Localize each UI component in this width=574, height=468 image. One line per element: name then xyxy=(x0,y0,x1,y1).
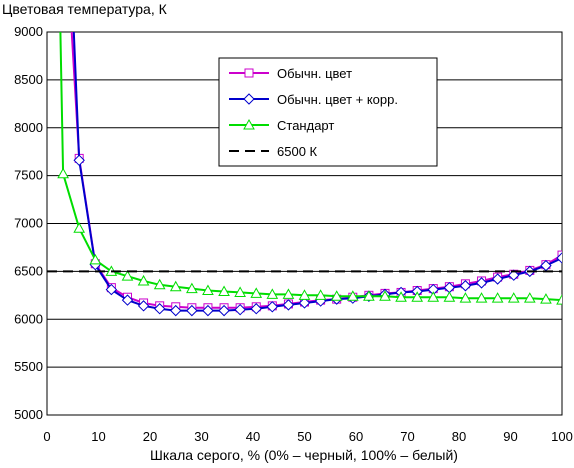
data-point xyxy=(202,304,214,317)
x-tick-label: 30 xyxy=(194,429,208,444)
data-point xyxy=(153,278,166,290)
data-point xyxy=(218,285,230,296)
data-point xyxy=(395,291,407,302)
x-axis-title: Шкала серого, % (0% – черный, 100% – бел… xyxy=(150,447,458,463)
data-point xyxy=(105,283,118,296)
data-point xyxy=(186,282,198,294)
x-tick-label: 0 xyxy=(43,429,50,444)
x-tick-label: 50 xyxy=(297,429,311,444)
y-tick-label: 9000 xyxy=(14,24,43,39)
y-tick-label: 5500 xyxy=(14,359,43,374)
series-layer xyxy=(47,32,562,317)
data-point xyxy=(250,287,263,298)
y-tick-label: 8500 xyxy=(14,72,43,87)
legend-item: Стандарт xyxy=(229,118,334,133)
data-point xyxy=(523,292,536,303)
y-axis-title: Цветовая температура, К xyxy=(2,1,168,17)
legend-marker xyxy=(243,118,255,130)
x-tick-label: 40 xyxy=(246,429,260,444)
x-tick-label: 80 xyxy=(452,429,466,444)
data-point xyxy=(170,304,182,317)
y-tick-label: 6500 xyxy=(14,263,43,278)
data-point xyxy=(250,303,262,315)
legend-label: Стандарт xyxy=(277,118,334,133)
series-3 xyxy=(57,32,562,305)
data-point xyxy=(540,293,552,304)
y-tick-labels: 5000 5500 6000 6500 7000 7500 8000 8500 9000 xyxy=(14,24,43,422)
data-point xyxy=(202,284,214,296)
data-point xyxy=(491,292,504,303)
data-point xyxy=(508,269,520,281)
data-point xyxy=(234,286,246,297)
data-point xyxy=(153,303,166,315)
y-tick-label: 7000 xyxy=(14,216,43,231)
data-point xyxy=(282,288,295,299)
x-tick-label: 70 xyxy=(400,429,414,444)
x-tick-label: 90 xyxy=(503,429,517,444)
data-point xyxy=(427,291,440,302)
data-point xyxy=(121,294,134,306)
legend-marker xyxy=(243,93,255,105)
legend-box xyxy=(218,57,438,167)
legend-label: Обычн. цвет + корр. xyxy=(277,92,398,107)
data-point xyxy=(459,292,472,303)
legend-label: Обычн. цвет xyxy=(277,66,352,81)
y-tick-label: 7500 xyxy=(14,168,43,183)
data-point xyxy=(266,288,279,299)
data-point xyxy=(556,252,562,264)
data-point xyxy=(282,299,295,311)
x-tick-label: 20 xyxy=(143,429,157,444)
data-point xyxy=(73,222,86,233)
data-point xyxy=(443,291,456,302)
data-point xyxy=(266,301,279,313)
data-point xyxy=(459,280,472,292)
x-tick-labels: 0 10 20 30 40 50 60 70 80 90 100 xyxy=(43,429,572,444)
data-point xyxy=(89,253,102,265)
data-point xyxy=(298,289,311,300)
data-point xyxy=(234,303,246,316)
data-point xyxy=(218,304,230,317)
data-point xyxy=(137,300,150,312)
data-point xyxy=(169,280,182,292)
data-point xyxy=(330,290,343,301)
legend-item: Обычн. цвет + корр. xyxy=(229,92,398,107)
data-point xyxy=(57,167,69,179)
y-tick-label: 8000 xyxy=(14,120,43,135)
data-point xyxy=(475,292,488,303)
y-tick-label: 6000 xyxy=(14,311,43,326)
data-point xyxy=(298,297,311,309)
plot-area-frame xyxy=(46,31,563,416)
data-point xyxy=(121,270,134,281)
data-point xyxy=(73,154,85,167)
data-point xyxy=(186,304,198,317)
data-point xyxy=(507,292,520,303)
data-point xyxy=(314,289,327,300)
data-point xyxy=(137,274,150,286)
legend-label: 6500 К xyxy=(277,144,318,159)
data-point xyxy=(411,291,424,302)
x-tick-label: 10 xyxy=(91,429,105,444)
x-tick-label: 100 xyxy=(551,429,573,444)
data-point xyxy=(556,294,562,305)
legend-item: 6500 К xyxy=(229,144,318,159)
x-tick-label: 60 xyxy=(349,429,363,444)
data-point xyxy=(491,273,504,285)
data-point xyxy=(379,290,391,301)
data-point xyxy=(475,277,488,289)
legend-marker xyxy=(244,68,254,78)
y-tick-label: 5000 xyxy=(14,407,43,422)
legend-item: Обычн. цвет xyxy=(229,66,352,81)
data-point xyxy=(346,290,359,301)
data-point xyxy=(363,290,375,301)
legend: Обычн. цвет Обычн. цвет + корр. Стандарт 65… xyxy=(218,57,438,167)
